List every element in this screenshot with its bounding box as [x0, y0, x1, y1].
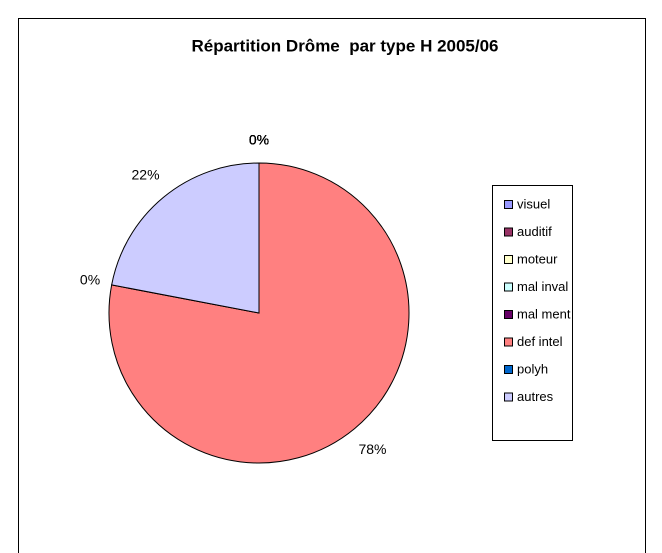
- chart-title: Répartition Drôme par type H 2005/06: [191, 36, 498, 55]
- legend-label: polyh: [517, 361, 548, 376]
- legend-swatch: [504, 392, 513, 402]
- legend-swatch: [504, 200, 513, 209]
- data-label: 0%: [249, 132, 269, 148]
- legend-swatch: [504, 255, 513, 264]
- legend-label: mal ment: [517, 306, 571, 321]
- data-label: 0%: [249, 132, 269, 148]
- data-label: 0%: [249, 132, 269, 148]
- data-label: 78%: [358, 441, 386, 457]
- legend-swatch: [504, 337, 513, 347]
- legend-label: mal inval: [517, 279, 568, 294]
- data-label: 22%: [132, 167, 160, 183]
- legend-swatch: [504, 310, 513, 319]
- pie-slice: [108, 162, 410, 464]
- legend-swatch: [504, 282, 513, 292]
- data-label: 0%: [249, 132, 269, 148]
- legend-label: def intel: [517, 334, 563, 349]
- legend-label: moteur: [517, 251, 558, 266]
- legend-label: autres: [517, 389, 554, 404]
- legend-label: auditif: [517, 224, 552, 239]
- legend-swatch: [504, 227, 513, 237]
- data-label: 0%: [249, 132, 269, 148]
- legend-swatch: [504, 365, 513, 374]
- data-label: 0%: [80, 271, 100, 287]
- legend-label: visuel: [517, 196, 550, 211]
- pie-slice: [111, 162, 260, 314]
